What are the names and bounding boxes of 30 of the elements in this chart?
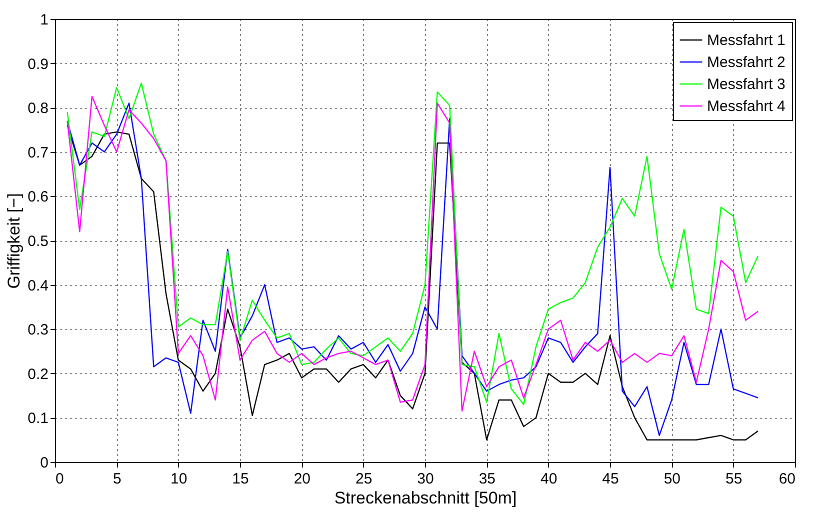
x-axis-title: Streckenabschnitt [50m] xyxy=(334,488,517,508)
x-tick-label: 50 xyxy=(664,470,681,488)
x-tick-label: 20 xyxy=(294,470,311,488)
y-tick-label: 0.7 xyxy=(28,144,48,162)
x-tick-label: 55 xyxy=(725,470,742,488)
y-tick-label: 0.9 xyxy=(28,56,48,73)
legend-label: Messfahrt 2 xyxy=(707,54,786,71)
legend-label: Messfahrt 3 xyxy=(707,76,786,93)
y-tick-label: 0 xyxy=(40,454,48,472)
y-tick-label: 0.5 xyxy=(28,233,48,250)
y-tick-label: 0.6 xyxy=(28,188,48,206)
legend-label: Messfahrt 4 xyxy=(707,98,786,115)
y-axis-title: Griffigkeit [−] xyxy=(4,193,24,289)
x-tick-label: 45 xyxy=(602,470,619,488)
legend-label: Messfahrt 1 xyxy=(707,32,786,49)
x-tick-label: 30 xyxy=(417,470,434,488)
x-tick-label: 35 xyxy=(478,470,496,488)
y-tick-label: 0.2 xyxy=(28,366,48,383)
y-tick-label: 0.3 xyxy=(28,322,48,339)
x-tick-label: 60 xyxy=(778,470,796,488)
x-tick-label: 15 xyxy=(232,470,249,488)
x-tick-label: 25 xyxy=(355,470,372,488)
y-tick-label: 0.1 xyxy=(28,410,48,428)
x-tick-label: 10 xyxy=(170,470,188,488)
y-tick-label: 0.4 xyxy=(28,277,48,294)
y-tick-label: 0.8 xyxy=(28,100,48,118)
x-tick-label: 5 xyxy=(112,470,122,488)
x-tick-label: 0 xyxy=(56,470,64,488)
y-tick-label: 1 xyxy=(40,12,48,28)
x-tick-label: 40 xyxy=(540,470,558,488)
